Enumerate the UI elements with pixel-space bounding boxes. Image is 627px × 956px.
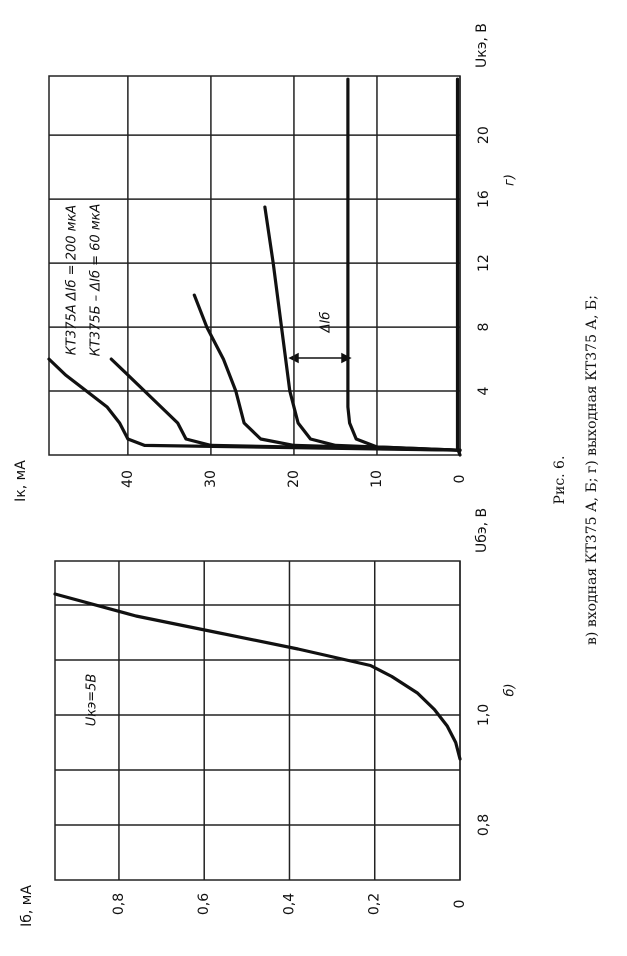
y-tick-label: 40 — [120, 470, 136, 488]
curve — [53, 592, 462, 761]
y-tick-label: 10 — [369, 470, 385, 488]
curve — [192, 293, 462, 452]
annotation: КТ375Б – ΔIб = 60 мкА — [89, 204, 104, 357]
annotation: КТ375А ΔIб = 200 мкА — [65, 205, 80, 355]
y-axis-title: Iб, мА — [19, 885, 35, 927]
x-tick-label: 8 — [476, 323, 492, 332]
chart-label: г) — [503, 174, 518, 186]
x-axis-title: Uкэ, В — [474, 23, 490, 68]
annotation: Uкэ=5В — [85, 674, 100, 727]
chart-label: б) — [503, 683, 518, 696]
y-tick-label: 0,4 — [281, 893, 297, 915]
figure-caption: в) входная КТ375 А, Б; г) выходная КТ375… — [584, 295, 600, 645]
curve — [263, 205, 462, 452]
annotation: ΔIб — [319, 312, 334, 334]
x-tick-label: 4 — [476, 386, 492, 395]
figure-number: Рис. 6. — [552, 456, 568, 505]
y-tick-label: 30 — [203, 470, 219, 488]
plot-frame — [48, 75, 461, 456]
y-tick-label: 0 — [452, 475, 468, 484]
x-tick-label: 1,0 — [476, 704, 492, 726]
x-tick-label: 20 — [476, 126, 492, 144]
x-tick-label: 12 — [476, 254, 492, 272]
delta-arrow — [288, 352, 352, 364]
x-tick-label: 0,8 — [476, 814, 492, 836]
y-tick-label: 0,6 — [196, 893, 212, 915]
y-tick-label: 0 — [452, 900, 468, 909]
x-axis-title: Uбэ, В — [474, 508, 490, 553]
y-axis-title: Iк, мА — [13, 460, 29, 502]
y-tick-label: 0,8 — [111, 893, 127, 915]
curve — [109, 357, 462, 452]
y-tick-label: 0,2 — [367, 893, 383, 915]
x-tick-label: 16 — [476, 190, 492, 208]
y-tick-label: 20 — [286, 470, 302, 488]
curve — [47, 357, 462, 452]
